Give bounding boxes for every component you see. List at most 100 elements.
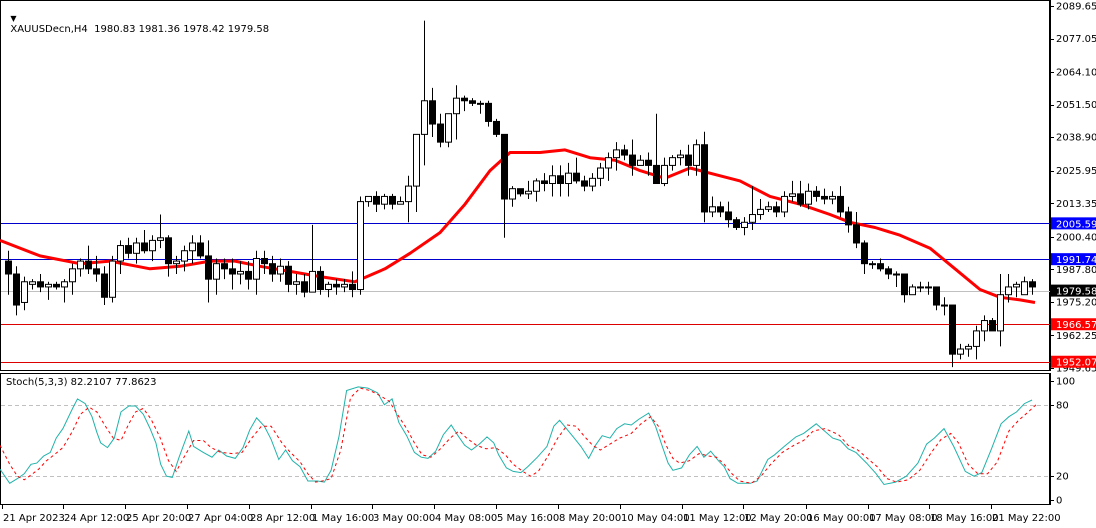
candle [757, 208, 764, 216]
candle [277, 265, 284, 275]
candle [149, 239, 156, 252]
candle [485, 102, 492, 122]
candle [205, 255, 212, 280]
horizontal-levels [1, 223, 1050, 363]
price-tick-label: 2064.10 [1056, 68, 1096, 79]
candle [621, 149, 628, 156]
candle [69, 268, 76, 283]
candle [885, 268, 892, 275]
candle [525, 190, 532, 195]
price-tag-2005.59 [1051, 217, 1096, 230]
price-tick-label: 2025.95 [1056, 166, 1096, 177]
candle [965, 345, 972, 350]
collapse-triangle-icon[interactable]: ▼ [10, 14, 17, 23]
time-tick-label: 1 May 16:00 [312, 513, 374, 524]
price-level-tags: 2005.59 1991.74 1979.58 1966.57 1952.07 [1051, 217, 1096, 369]
candle [989, 320, 996, 332]
candle [333, 283, 340, 288]
price-tick-label: 2000.40 [1056, 232, 1096, 243]
candle [181, 250, 188, 262]
price-tag-1966.57 [1051, 318, 1096, 331]
candle [341, 283, 348, 288]
candle [397, 201, 404, 205]
candle [957, 348, 964, 355]
candle [261, 257, 268, 265]
candle [309, 270, 316, 293]
candle [1013, 283, 1020, 288]
candle [421, 100, 428, 135]
candle [533, 180, 540, 192]
candle [653, 164, 660, 185]
candle [37, 281, 44, 288]
candle [389, 195, 396, 205]
candle [661, 164, 668, 185]
candle [893, 273, 900, 276]
candle [157, 237, 164, 241]
candle [589, 177, 596, 187]
candle [93, 268, 100, 275]
stoch-lines [0, 386, 1037, 486]
candle [253, 257, 260, 280]
candle [741, 221, 748, 228]
stoch-indicator-label: Stoch(5,3,3) 82.2107 77.8623 [6, 377, 157, 388]
time-tick-label: 27 Apr 04:00 [188, 513, 253, 524]
candle [981, 320, 988, 332]
price-tag-1979.58 [1051, 284, 1096, 297]
candle [677, 154, 684, 159]
candle [85, 260, 92, 270]
candle [557, 175, 564, 185]
time-tick-label: 21 May 22:00 [992, 513, 1061, 524]
candle [541, 180, 548, 185]
candle [469, 100, 476, 104]
price-tick-label: 1987.80 [1056, 265, 1096, 276]
price-axis[interactable]: 2089.65 2077.05 2064.10 2051.50 2038.90 2025.… [1050, 0, 1096, 375]
price-pane[interactable] [0, 0, 1050, 371]
candle [1005, 286, 1012, 296]
candle [1021, 281, 1028, 296]
time-tick-label: 18 May 16:00 [930, 513, 999, 524]
time-tick-label: 16 May 00:00 [807, 513, 876, 524]
candle [293, 281, 300, 285]
candle [117, 245, 124, 262]
candle [725, 211, 732, 221]
price-tick-label: 1975.20 [1056, 297, 1096, 308]
candle [869, 263, 876, 266]
stoch-main-line [0, 386, 1033, 486]
candle [173, 260, 180, 265]
candle [933, 286, 940, 306]
stoch-tick-label: 0 [1056, 496, 1062, 507]
time-tick-label: 8 May 20:00 [559, 513, 621, 524]
candle [357, 201, 364, 291]
candle [13, 273, 20, 306]
candle [829, 195, 836, 200]
candle [437, 123, 444, 143]
candle [269, 263, 276, 275]
candle [781, 195, 788, 213]
candle [789, 193, 796, 197]
candle [21, 281, 28, 303]
candle [813, 190, 820, 197]
candle [501, 133, 508, 200]
candle [229, 268, 236, 275]
price-tag-text: 1952.07 [1056, 358, 1096, 369]
candle [245, 270, 252, 280]
stoch-tick-label: 80 [1056, 400, 1069, 411]
candle [629, 154, 636, 166]
candle [685, 154, 692, 166]
candle [221, 263, 228, 270]
candle [853, 224, 860, 244]
price-tag-text: 1979.58 [1056, 287, 1096, 298]
candle [517, 188, 524, 195]
candle [573, 172, 580, 182]
candle [765, 206, 772, 210]
candle [445, 113, 452, 143]
time-tick-label: 21 Apr 2023 [3, 513, 65, 524]
candle [733, 219, 740, 228]
stoch-pane[interactable] [0, 373, 1050, 505]
candle [973, 330, 980, 347]
stoch-tick-label: 20 [1056, 472, 1069, 483]
candle [909, 286, 916, 296]
candle [325, 283, 332, 291]
